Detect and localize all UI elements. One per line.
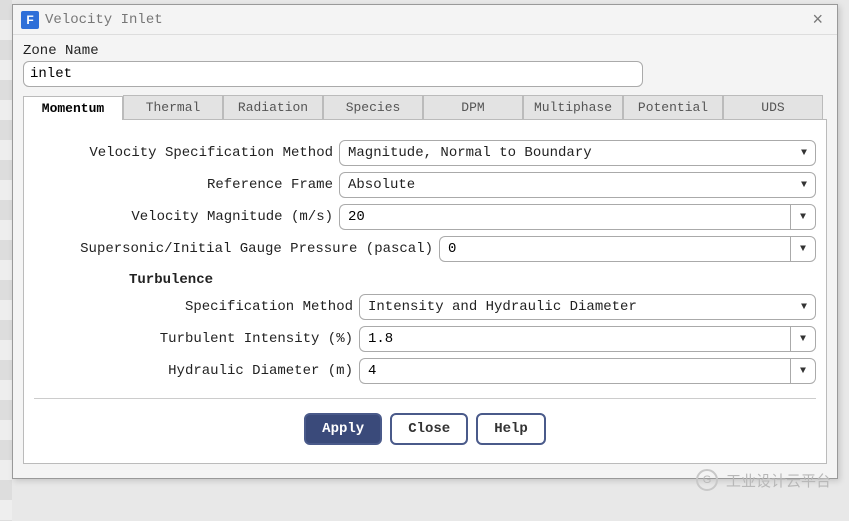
hydraulic-diameter-input[interactable] bbox=[359, 358, 790, 384]
gauge-pressure-dropdown[interactable]: ▼ bbox=[790, 236, 816, 262]
zone-name-label: Zone Name bbox=[23, 43, 827, 59]
separator bbox=[34, 398, 816, 399]
velocity-magnitude-dropdown[interactable]: ▼ bbox=[790, 204, 816, 230]
tab-potential[interactable]: Potential bbox=[623, 95, 723, 119]
button-bar: Apply Close Help bbox=[34, 413, 816, 445]
reference-frame-label: Reference Frame bbox=[34, 177, 339, 193]
momentum-panel: Velocity Specification Method Magnitude,… bbox=[23, 120, 827, 464]
window-title: Velocity Inlet bbox=[45, 12, 806, 28]
row-gauge-pressure: Supersonic/Initial Gauge Pressure (pasca… bbox=[34, 236, 816, 262]
tab-species[interactable]: Species bbox=[323, 95, 423, 119]
chevron-down-icon: ▼ bbox=[800, 366, 806, 377]
row-turb-spec-method: Specification Method Intensity and Hydra… bbox=[129, 294, 816, 320]
chevron-down-icon: ▼ bbox=[800, 334, 806, 345]
hydraulic-diameter-label: Hydraulic Diameter (m) bbox=[129, 363, 359, 379]
tab-bar: Momentum Thermal Radiation Species DPM M… bbox=[23, 95, 827, 120]
turb-spec-method-label: Specification Method bbox=[129, 299, 359, 315]
chevron-down-icon: ▼ bbox=[800, 212, 806, 223]
vel-spec-method-label: Velocity Specification Method bbox=[34, 145, 339, 161]
turb-intensity-label: Turbulent Intensity (%) bbox=[129, 331, 359, 347]
chevron-down-icon: ▼ bbox=[801, 148, 807, 159]
tab-multiphase[interactable]: Multiphase bbox=[523, 95, 623, 119]
vel-spec-method-select[interactable]: Magnitude, Normal to Boundary ▼ bbox=[339, 140, 816, 166]
hydraulic-diameter-dropdown[interactable]: ▼ bbox=[790, 358, 816, 384]
apply-button[interactable]: Apply bbox=[304, 413, 382, 445]
row-vel-spec-method: Velocity Specification Method Magnitude,… bbox=[34, 140, 816, 166]
row-velocity-magnitude: Velocity Magnitude (m/s) ▼ bbox=[34, 204, 816, 230]
turb-spec-method-select[interactable]: Intensity and Hydraulic Diameter ▼ bbox=[359, 294, 816, 320]
titlebar: F Velocity Inlet × bbox=[13, 5, 837, 35]
row-hydraulic-diameter: Hydraulic Diameter (m) ▼ bbox=[129, 358, 816, 384]
reference-frame-value: Absolute bbox=[348, 177, 415, 193]
reference-frame-select[interactable]: Absolute ▼ bbox=[339, 172, 816, 198]
velocity-magnitude-label: Velocity Magnitude (m/s) bbox=[34, 209, 339, 225]
turb-intensity-dropdown[interactable]: ▼ bbox=[790, 326, 816, 352]
gauge-pressure-input[interactable] bbox=[439, 236, 790, 262]
close-button[interactable]: Close bbox=[390, 413, 468, 445]
tab-radiation[interactable]: Radiation bbox=[223, 95, 323, 119]
turbulence-heading: Turbulence bbox=[129, 272, 816, 288]
turb-spec-method-value: Intensity and Hydraulic Diameter bbox=[368, 299, 637, 315]
row-turb-intensity: Turbulent Intensity (%) ▼ bbox=[129, 326, 816, 352]
turb-intensity-input[interactable] bbox=[359, 326, 790, 352]
chevron-down-icon: ▼ bbox=[801, 180, 807, 191]
close-icon[interactable]: × bbox=[806, 9, 829, 30]
tab-uds[interactable]: UDS bbox=[723, 95, 823, 119]
zone-name-input[interactable] bbox=[23, 61, 643, 87]
gauge-pressure-label: Supersonic/Initial Gauge Pressure (pasca… bbox=[34, 241, 439, 257]
dialog-body: Zone Name Momentum Thermal Radiation Spe… bbox=[13, 35, 837, 478]
tab-thermal[interactable]: Thermal bbox=[123, 95, 223, 119]
vel-spec-method-value: Magnitude, Normal to Boundary bbox=[348, 145, 592, 161]
turbulence-group: Turbulence Specification Method Intensit… bbox=[129, 272, 816, 384]
tab-momentum[interactable]: Momentum bbox=[23, 96, 123, 120]
app-icon: F bbox=[21, 11, 39, 29]
chevron-down-icon: ▼ bbox=[800, 244, 806, 255]
obscured-left-strip bbox=[0, 0, 12, 521]
tab-dpm[interactable]: DPM bbox=[423, 95, 523, 119]
velocity-magnitude-input[interactable] bbox=[339, 204, 790, 230]
chevron-down-icon: ▼ bbox=[801, 302, 807, 313]
help-button[interactable]: Help bbox=[476, 413, 546, 445]
row-reference-frame: Reference Frame Absolute ▼ bbox=[34, 172, 816, 198]
velocity-inlet-dialog: F Velocity Inlet × Zone Name Momentum Th… bbox=[12, 4, 838, 479]
